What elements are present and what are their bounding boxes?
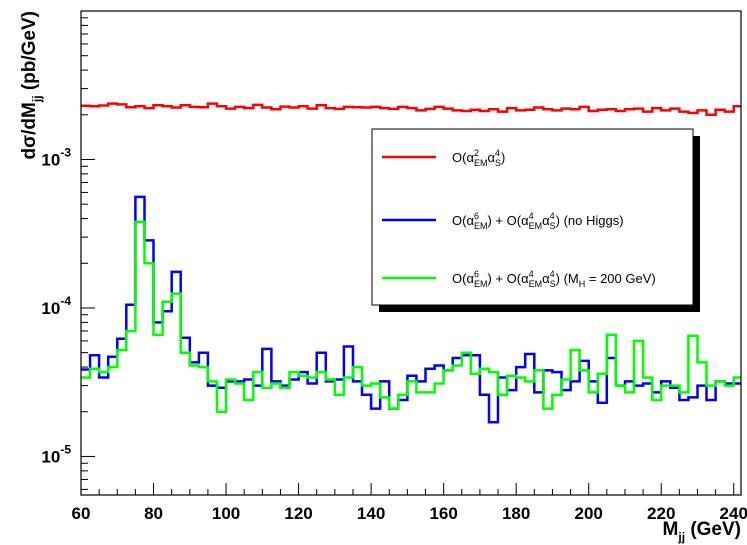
y-tick-label: 10-5 (41, 442, 71, 466)
series-line-3 (81, 220, 741, 414)
x-tick-label: 120 (284, 504, 312, 523)
x-tick-label: 180 (502, 504, 530, 523)
x-axis-title: Mjj (GeV) (663, 519, 741, 544)
legend-box (371, 128, 694, 306)
y-tick-label: 10-4 (41, 294, 71, 318)
x-tick-label: 160 (429, 504, 457, 523)
series-layer (81, 102, 741, 424)
labels-layer: Mjj (GeV) dσ/dMjj (pb/GeV) (19, 11, 741, 544)
x-tick-label: 140 (357, 504, 385, 523)
legend-label-1: O(α2 EMα4 S) (452, 148, 505, 168)
y-tick-label: 10-3 (41, 145, 71, 169)
series-line-1 (81, 102, 741, 117)
legend: O(α2 EMα4 S) O(α6 EM) + O(α4 EMα4 S) (no Higgs… (371, 128, 700, 312)
plot-frame (80, 10, 742, 496)
axes-layer: 60 80 100 120 140 160 180 200 220 240 10-3 10-4 10-5 (41, 10, 747, 523)
x-tick-label: 60 (72, 504, 91, 523)
x-tick-label: 80 (144, 504, 163, 523)
x-tick-label: 100 (212, 504, 240, 523)
x-tick-label: 240 (720, 504, 747, 523)
legend-label-2: O(α6 EM) + O(α4 EMα4 S) (no Higgs) (452, 211, 624, 231)
y-axis-title: dσ/dMjj (pb/GeV) (19, 11, 44, 159)
x-tick-label: 220 (647, 504, 675, 523)
legend-label-3: O(α6 EM) + O(α4 EMα4 S) (MH = 200 GeV) (452, 269, 656, 289)
x-tick-label: 200 (575, 504, 603, 523)
